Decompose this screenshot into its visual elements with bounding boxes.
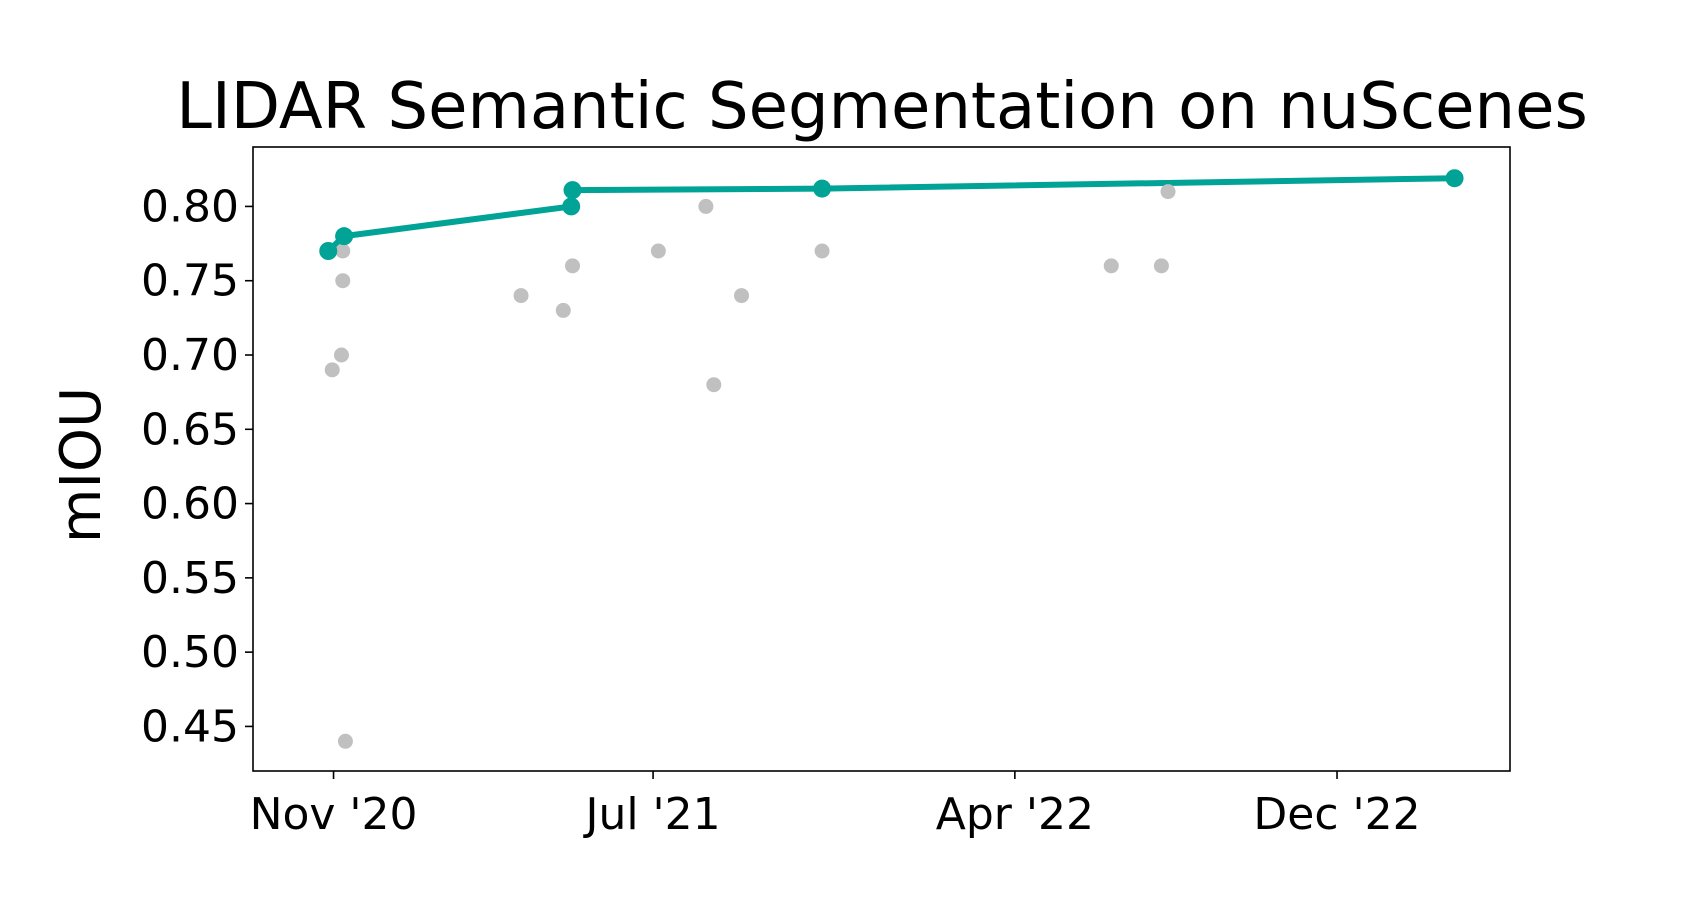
other-result-point (1160, 184, 1176, 200)
other-result-point (555, 302, 571, 318)
plot-area (252, 146, 1511, 772)
sota-point (1445, 169, 1464, 188)
other-result-point (565, 258, 581, 274)
sota-point (319, 242, 338, 260)
y-tick-label: 0.65 (141, 404, 239, 455)
y-axis: 0.45 0.50 0.55 0.60 0.65 0.70 0.75 0.80 (141, 181, 253, 752)
sota-line (325, 175, 1458, 254)
x-tick-label: Apr '22 (936, 789, 1094, 840)
x-tick-label: Dec '22 (1253, 789, 1420, 840)
y-tick-label: 0.45 (141, 701, 239, 752)
sota-line-layer (325, 175, 1458, 254)
sota-point (562, 197, 581, 216)
y-tick-label: 0.55 (141, 553, 239, 604)
y-tick-label: 0.60 (141, 479, 239, 530)
other-result-point (513, 288, 529, 304)
x-tick-label: Nov '20 (250, 789, 418, 840)
other-result-point (1153, 258, 1169, 274)
chart-title: LIDAR Semantic Segmentation on nuScenes (176, 70, 1588, 144)
other-result-point (337, 733, 353, 749)
other-result-point (706, 377, 722, 393)
other-result-point (333, 347, 349, 363)
y-tick-label: 0.50 (141, 627, 239, 678)
other-result-point (335, 273, 351, 289)
other-result-point (650, 243, 666, 259)
other-result-point (1103, 258, 1119, 274)
x-axis: Nov '20 Jul '21 Apr '22 Dec '22 (250, 771, 1421, 840)
other-result-point (698, 198, 714, 214)
other-result-point (734, 288, 750, 304)
y-tick-label: 0.70 (141, 330, 239, 381)
points-layer (319, 169, 1464, 749)
other-result-point (814, 243, 830, 259)
sota-point (563, 181, 582, 200)
other-result-point (324, 362, 340, 378)
sota-point (813, 179, 832, 198)
y-tick-label: 0.75 (141, 256, 239, 307)
other-result-point (335, 243, 351, 259)
x-tick-label: Jul '21 (582, 789, 720, 840)
y-axis-label: mIOU (49, 387, 114, 543)
sota-point (335, 227, 354, 246)
y-tick-label: 0.80 (141, 181, 239, 232)
